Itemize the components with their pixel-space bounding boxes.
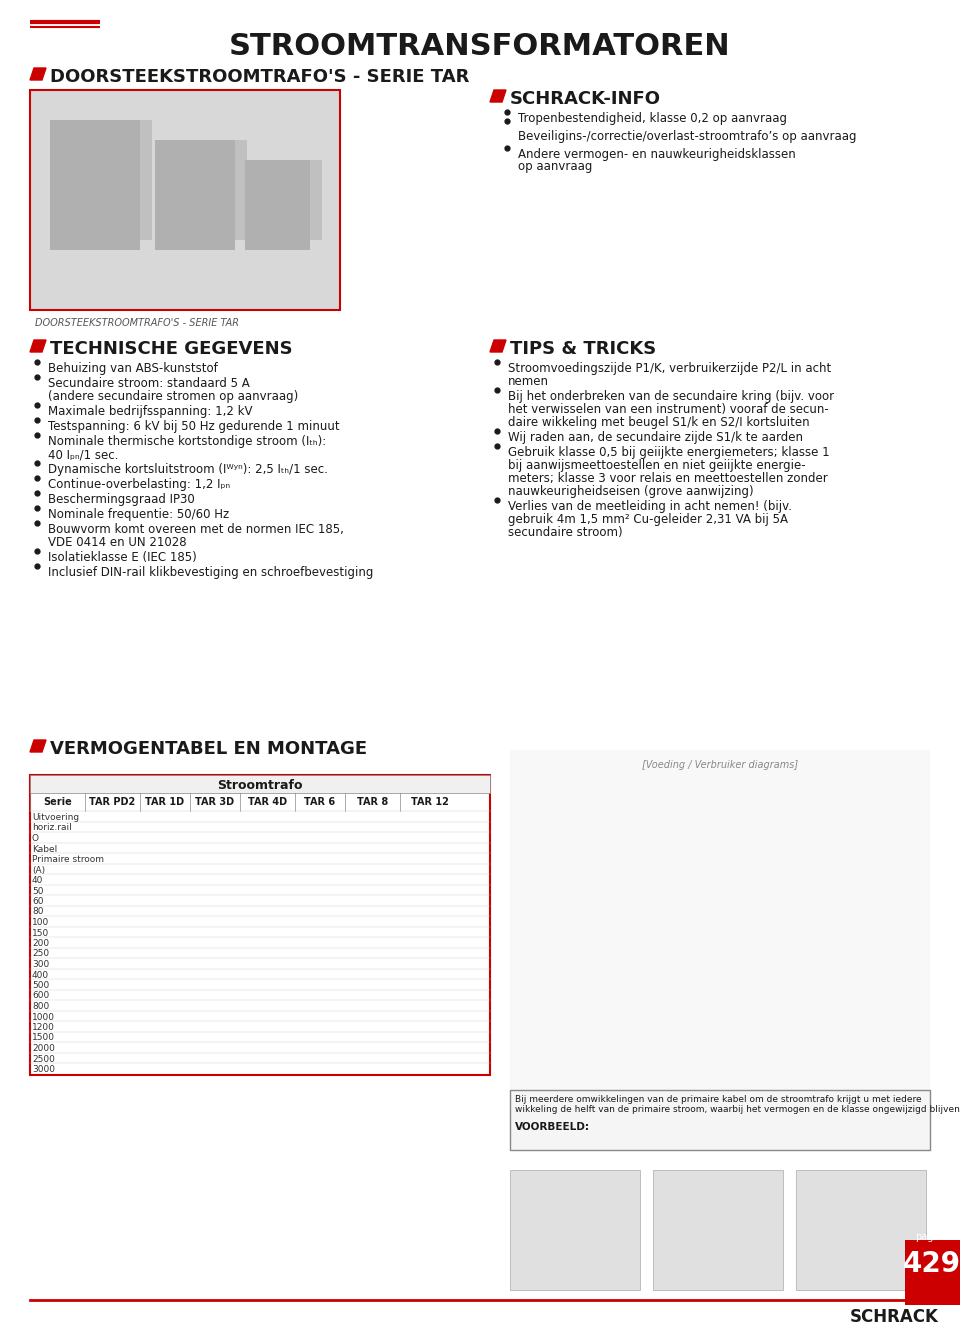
Text: 250: 250 bbox=[32, 950, 49, 958]
Bar bbox=[50, 121, 140, 250]
Text: het verwisselen van een instrument) vooraf de secun-: het verwisselen van een instrument) voor… bbox=[508, 403, 828, 416]
Text: Primaire stroom: Primaire stroom bbox=[32, 855, 104, 864]
Text: Serie: Serie bbox=[43, 798, 72, 807]
Text: Verlies van de meetleiding in acht nemen! (bijv.: Verlies van de meetleiding in acht nemen… bbox=[508, 500, 792, 513]
Text: Continue-overbelasting: 1,2 Iₚₙ: Continue-overbelasting: 1,2 Iₚₙ bbox=[48, 478, 230, 492]
Text: TAR 6: TAR 6 bbox=[304, 798, 336, 807]
Polygon shape bbox=[30, 739, 46, 753]
Bar bbox=[510, 1090, 930, 1150]
Text: TIPS & TRICKS: TIPS & TRICKS bbox=[510, 341, 657, 358]
Bar bbox=[30, 90, 340, 310]
Bar bbox=[310, 160, 322, 240]
Text: Nominale frequentie: 50/60 Hz: Nominale frequentie: 50/60 Hz bbox=[48, 507, 229, 521]
Text: 300: 300 bbox=[32, 961, 49, 969]
Text: Tropenbestendigheid, klasse 0,2 op aanvraag: Tropenbestendigheid, klasse 0,2 op aanvr… bbox=[518, 113, 787, 125]
Text: Inclusief DIN-rail klikbevestiging en schroefbevestiging: Inclusief DIN-rail klikbevestiging en sc… bbox=[48, 566, 373, 579]
Polygon shape bbox=[30, 68, 46, 79]
Text: daire wikkeling met beugel S1/k en S2/I kortsluiten: daire wikkeling met beugel S1/k en S2/I … bbox=[508, 416, 809, 429]
Text: Testspanning: 6 kV bij 50 Hz gedurende 1 minuut: Testspanning: 6 kV bij 50 Hz gedurende 1… bbox=[48, 420, 340, 433]
Bar bbox=[235, 140, 247, 240]
Text: 200: 200 bbox=[32, 939, 49, 947]
Text: Gebruik klasse 0,5 bij geiijkte energiemeters; klasse 1: Gebruik klasse 0,5 bij geiijkte energiem… bbox=[508, 447, 829, 458]
Text: VDE 0414 en UN 21028: VDE 0414 en UN 21028 bbox=[48, 537, 186, 549]
Bar bbox=[30, 775, 490, 1075]
Text: 1000: 1000 bbox=[32, 1012, 55, 1022]
Text: TAR 1D: TAR 1D bbox=[145, 798, 184, 807]
Text: 40: 40 bbox=[32, 876, 43, 885]
Text: Beveiligins-/correctie/overlast-stroomtrafo’s op aanvraag: Beveiligins-/correctie/overlast-stroomtr… bbox=[518, 130, 856, 143]
Text: 500: 500 bbox=[32, 980, 49, 990]
Text: Stroomvoedingszijde P1/K, verbruikerzijde P2/L in acht: Stroomvoedingszijde P1/K, verbruikerzijd… bbox=[508, 362, 831, 375]
Text: O: O bbox=[32, 833, 39, 843]
Text: Behuizing van ABS-kunststof: Behuizing van ABS-kunststof bbox=[48, 362, 218, 375]
Text: TAR 8: TAR 8 bbox=[357, 798, 388, 807]
Text: Secundaire stroom: standaard 5 A: Secundaire stroom: standaard 5 A bbox=[48, 378, 250, 390]
Bar bbox=[510, 750, 930, 1090]
Polygon shape bbox=[490, 90, 506, 102]
Text: 80: 80 bbox=[32, 908, 43, 917]
Text: (andere secundaire stromen op aanvraag): (andere secundaire stromen op aanvraag) bbox=[48, 390, 299, 403]
Text: Nominale thermische kortstondige stroom (Iₜₕ):: Nominale thermische kortstondige stroom … bbox=[48, 435, 326, 448]
Text: Dynamische kortsluitstroom (Iᵂʸⁿ): 2,5 Iₜₕ/1 sec.: Dynamische kortsluitstroom (Iᵂʸⁿ): 2,5 I… bbox=[48, 462, 328, 476]
Text: 400: 400 bbox=[32, 970, 49, 979]
Text: nauwkeurigheidseisen (grove aanwijzing): nauwkeurigheidseisen (grove aanwijzing) bbox=[508, 485, 754, 498]
Text: 429: 429 bbox=[903, 1249, 960, 1279]
Text: Maximale bedrijfsspanning: 1,2 kV: Maximale bedrijfsspanning: 1,2 kV bbox=[48, 405, 252, 417]
Bar bbox=[140, 121, 152, 240]
Text: Kabel: Kabel bbox=[32, 844, 58, 853]
Polygon shape bbox=[30, 341, 46, 352]
Text: op aanvraag: op aanvraag bbox=[518, 160, 592, 174]
Text: nemen: nemen bbox=[508, 375, 549, 388]
Bar bbox=[510, 1170, 640, 1291]
Text: Uitvoering: Uitvoering bbox=[32, 814, 79, 822]
Text: DOORSTEEKSTROOMTRAFO'S - SERIE TAR: DOORSTEEKSTROOMTRAFO'S - SERIE TAR bbox=[50, 68, 469, 86]
Text: pagina: pagina bbox=[915, 1232, 948, 1242]
Text: DOORSTEEKSTROOMTRAFO'S - SERIE TAR: DOORSTEEKSTROOMTRAFO'S - SERIE TAR bbox=[35, 318, 239, 329]
Text: Isolatieklasse E (IEC 185): Isolatieklasse E (IEC 185) bbox=[48, 551, 197, 564]
Text: 1500: 1500 bbox=[32, 1034, 55, 1043]
Text: 40 Iₚₙ/1 sec.: 40 Iₚₙ/1 sec. bbox=[48, 448, 118, 461]
Text: Bouwvorm komt overeen met de normen IEC 185,: Bouwvorm komt overeen met de normen IEC … bbox=[48, 523, 344, 537]
Text: [Voeding / Verbruiker diagrams]: [Voeding / Verbruiker diagrams] bbox=[642, 761, 798, 770]
Text: 50: 50 bbox=[32, 886, 43, 896]
Polygon shape bbox=[490, 341, 506, 352]
Text: horiz.rail: horiz.rail bbox=[32, 824, 72, 832]
Text: Beschermingsgraad IP30: Beschermingsgraad IP30 bbox=[48, 493, 195, 506]
Text: 150: 150 bbox=[32, 929, 49, 938]
Bar bbox=[155, 140, 235, 250]
Text: 1200: 1200 bbox=[32, 1023, 55, 1032]
Text: meters; klasse 3 voor relais en meettoestellen zonder: meters; klasse 3 voor relais en meettoes… bbox=[508, 472, 828, 485]
Text: bij aanwijsmeettoestellen en niet geiijkte energie-: bij aanwijsmeettoestellen en niet geiijk… bbox=[508, 458, 805, 472]
Text: 60: 60 bbox=[32, 897, 43, 906]
Text: TAR 12: TAR 12 bbox=[411, 798, 449, 807]
Text: STROOMTRANSFORMATOREN: STROOMTRANSFORMATOREN bbox=[229, 32, 731, 61]
Bar bbox=[905, 1240, 960, 1305]
Bar bbox=[653, 1170, 783, 1291]
Text: TAR 4D: TAR 4D bbox=[248, 798, 287, 807]
Text: TECHNISCHE GEGEVENS: TECHNISCHE GEGEVENS bbox=[50, 341, 293, 358]
Text: gebruik 4m 1,5 mm² Cu-geleider 2,31 VA bij 5A: gebruik 4m 1,5 mm² Cu-geleider 2,31 VA b… bbox=[508, 513, 788, 526]
Bar bbox=[245, 160, 310, 250]
Text: 600: 600 bbox=[32, 991, 49, 1000]
Text: Andere vermogen- en nauwkeurigheidsklassen: Andere vermogen- en nauwkeurigheidsklass… bbox=[518, 148, 796, 162]
Text: SCHRACK-INFO: SCHRACK-INFO bbox=[510, 90, 661, 109]
Text: (A): (A) bbox=[32, 865, 45, 874]
Text: Wij raden aan, de secundaire zijde S1/k te aarden: Wij raden aan, de secundaire zijde S1/k … bbox=[508, 431, 803, 444]
Text: 3000: 3000 bbox=[32, 1065, 55, 1075]
Text: Bij meerdere omwikkelingen van de primaire kabel om de stroomtrafo krijgt u met : Bij meerdere omwikkelingen van de primai… bbox=[515, 1094, 960, 1114]
Text: 2000: 2000 bbox=[32, 1044, 55, 1053]
Bar bbox=[30, 775, 490, 792]
Text: TAR PD2: TAR PD2 bbox=[89, 798, 135, 807]
Text: 800: 800 bbox=[32, 1002, 49, 1011]
Text: Bij het onderbreken van de secundaire kring (bijv. voor: Bij het onderbreken van de secundaire kr… bbox=[508, 390, 834, 403]
Text: VERMOGENTABEL EN MONTAGE: VERMOGENTABEL EN MONTAGE bbox=[50, 739, 367, 758]
Text: 2500: 2500 bbox=[32, 1055, 55, 1064]
Text: 100: 100 bbox=[32, 918, 49, 927]
Text: SCHRACK: SCHRACK bbox=[850, 1308, 939, 1325]
Text: TAR 3D: TAR 3D bbox=[196, 798, 234, 807]
Text: Stroomtrafo: Stroomtrafo bbox=[217, 779, 302, 792]
Text: secundaire stroom): secundaire stroom) bbox=[508, 526, 623, 539]
Bar bbox=[796, 1170, 926, 1291]
Text: VOORBEELD:: VOORBEELD: bbox=[515, 1122, 590, 1132]
